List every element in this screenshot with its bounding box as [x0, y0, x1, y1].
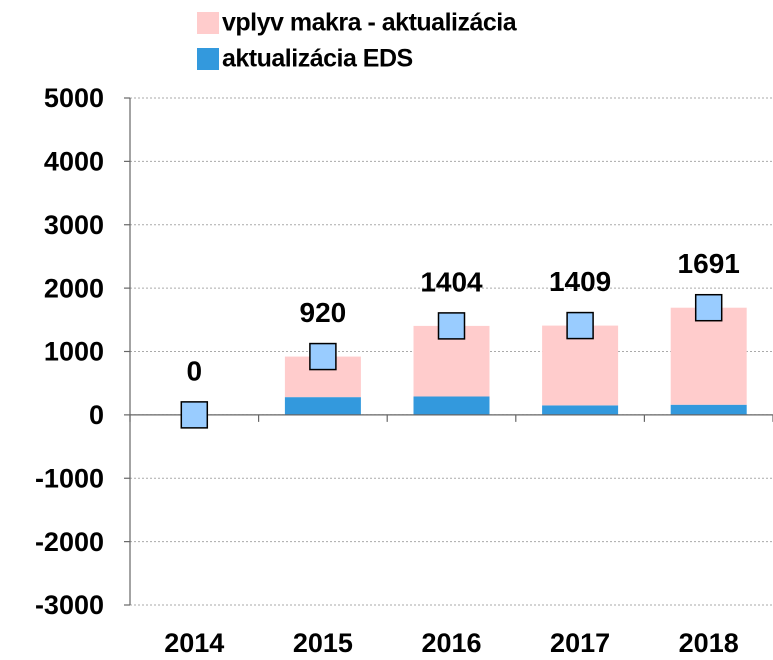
marker [180, 401, 209, 429]
bar-segment [413, 396, 490, 415]
y-tick-label: -1000 [35, 463, 104, 493]
legend-swatch [197, 48, 219, 70]
x-tick-label: 2014 [164, 628, 224, 658]
marker [566, 311, 594, 340]
bar-segment [670, 307, 747, 405]
y-tick-label: 4000 [44, 147, 104, 177]
data-label: 1691 [678, 248, 740, 279]
bar-segment [670, 404, 747, 415]
y-tick-label: -2000 [35, 527, 104, 557]
legend-label: aktualizácia EDS [222, 45, 413, 73]
y-tick-label: 0 [89, 400, 104, 430]
y-tick-label: -3000 [35, 590, 104, 620]
y-tick-label: 1000 [44, 337, 104, 367]
marker [309, 342, 337, 371]
data-label: 1404 [420, 266, 483, 297]
bar-segment [284, 397, 361, 415]
legend-swatch [197, 12, 219, 34]
y-tick-label: 5000 [44, 83, 104, 113]
bar-segment [542, 405, 619, 415]
x-tick-label: 2018 [679, 628, 739, 658]
legend-label: vplyv makra - aktualizácia [222, 9, 518, 37]
x-tick-label: 2016 [421, 628, 481, 658]
x-tick-label: 2015 [293, 628, 353, 658]
y-tick-label: 2000 [44, 273, 104, 303]
y-tick-label: 3000 [44, 210, 104, 240]
x-tick-label: 2017 [550, 628, 610, 658]
data-label: 1409 [549, 266, 611, 297]
data-label: 920 [300, 297, 347, 328]
marker [437, 312, 466, 340]
marker [694, 293, 723, 322]
data-label: 0 [187, 355, 203, 386]
